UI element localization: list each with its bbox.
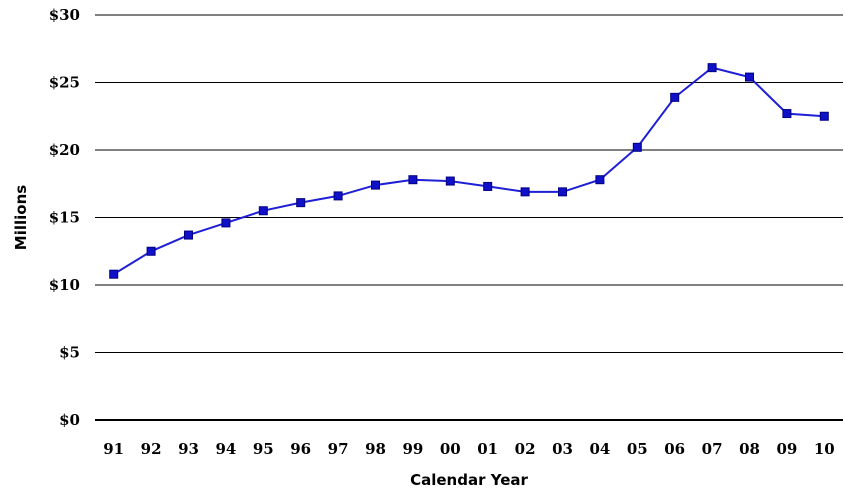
data-point (109, 269, 119, 279)
data-point (445, 176, 455, 186)
x-tick-label: 01 (477, 440, 498, 458)
data-point (146, 246, 156, 256)
data-point (595, 175, 605, 185)
gridlines (95, 14, 843, 353)
data-point (221, 218, 231, 228)
data-point (333, 191, 343, 201)
x-tick-label: 05 (627, 440, 648, 458)
data-point (296, 198, 306, 208)
y-tick-label: $5 (59, 344, 80, 362)
data-point (670, 92, 680, 102)
y-tick-label: $10 (49, 276, 80, 294)
series-line (113, 66, 825, 276)
x-tick-label: 02 (515, 440, 536, 458)
y-tick-label: $30 (49, 6, 80, 24)
x-tick-label: 97 (328, 440, 349, 458)
y-tick-label: $0 (59, 411, 80, 429)
x-tick-label: 06 (664, 440, 685, 458)
y-tick-label: $15 (49, 209, 80, 227)
x-tick-label: 00 (440, 440, 461, 458)
data-point (632, 142, 642, 152)
x-tick-label: 09 (776, 440, 797, 458)
data-point (819, 111, 829, 121)
y-tick-label: $25 (49, 74, 80, 92)
x-tick-label: 03 (552, 440, 573, 458)
x-tick-label: 95 (253, 440, 274, 458)
data-point (408, 175, 418, 185)
x-tick-label: 94 (215, 440, 236, 458)
x-tick-label: 04 (589, 440, 610, 458)
y-axis-title: Millions (12, 185, 30, 250)
x-axis-ticks: 91 92 93 94 95 96 97 98 99 00 01 02 03 04 05 06 07 08 09 10 (103, 440, 834, 458)
x-tick-label: 92 (141, 440, 162, 458)
data-point (707, 63, 717, 73)
x-tick-label: 91 (103, 440, 124, 458)
data-point (258, 206, 268, 216)
x-tick-label: 93 (178, 440, 199, 458)
data-points (109, 63, 829, 279)
x-tick-label: 98 (365, 440, 386, 458)
data-point (184, 230, 193, 240)
data-point (745, 72, 754, 82)
data-point (483, 181, 493, 191)
x-tick-label: 10 (814, 440, 835, 458)
y-axis-ticks: $0 $5 $10 $15 $20 $25 $30 (49, 6, 80, 429)
x-tick-label: 07 (702, 440, 723, 458)
x-axis-title: Calendar Year (410, 471, 528, 489)
x-tick-label: 08 (739, 440, 760, 458)
data-point (558, 187, 567, 197)
y-tick-label: $20 (49, 141, 80, 159)
data-point (782, 109, 792, 119)
x-tick-label: 99 (402, 440, 423, 458)
data-point (520, 187, 530, 197)
data-point (371, 180, 380, 190)
x-tick-label: 96 (290, 440, 311, 458)
